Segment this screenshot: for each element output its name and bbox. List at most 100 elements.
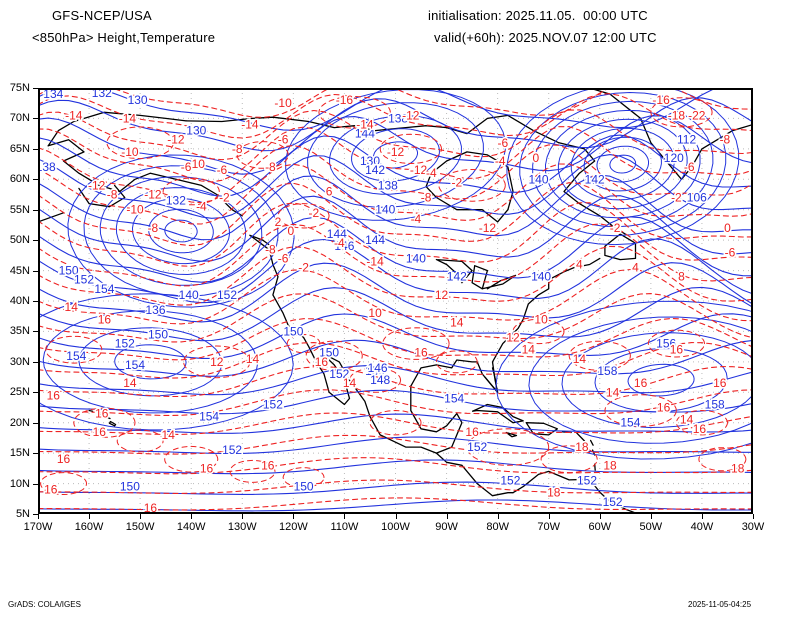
temperature-contour-label: 18 [603,458,617,472]
height-contour-label-halo: 144 [365,233,385,247]
temperature-contour-label: -16 [652,93,670,107]
height-contour-label-halo: 152 [263,398,283,412]
x-axis-label: 70W [537,521,561,533]
y-axis-tick [33,422,38,424]
temperature-contour-label-halo: 18 [575,440,589,454]
height-contour-label: 154 [444,391,464,405]
temperature-contour-label: -6 [725,245,736,259]
y-axis-tick [33,453,38,455]
x-axis-tick [293,514,295,519]
height-contour-label-halo: 152 [603,495,623,509]
temperature-contour-label-halo: 0 [287,224,294,238]
height-contour-label-halo: 138 [378,178,398,192]
temperature-contour-label-halo: 6 [326,185,333,199]
temperature-contour-label-halo: -2 [298,261,309,275]
temperature-contour-label-halo: -12 [410,163,428,177]
temperature-contour-label-halo: -6 [217,163,228,177]
height-contour-label-halo: 130 [186,124,206,138]
temperature-contour-label-halo: 2 [275,215,282,229]
temperature-contour-label: 8 [678,270,685,284]
temperature-contour-label-halo: -10 [274,96,292,110]
temperature-contour-label: 14 [123,376,137,390]
temperature-contour-label: -18 [668,108,686,122]
height-contour-label: 144 [327,227,347,241]
temperature-contour-label-halo: 16 [57,452,71,466]
height-contour-label-halo: 140 [528,172,548,186]
temperature-contour-label-halo: 16 [634,376,648,390]
temperature-contour-label: 16 [98,312,112,326]
y-axis-tick [33,270,38,272]
temperature-contour-label: -6 [181,160,192,174]
height-contour-label: 152 [74,273,94,287]
temperature-contour-label-halo: -2 [671,191,682,205]
temperature-contour-label: -2 [671,191,682,205]
grads-credit: GrADS: COLA/IGES [8,600,81,609]
temperature-contour-label: -8 [421,191,432,205]
y-axis-label: 75N [9,82,30,94]
temperature-contour-label: -8 [107,188,118,202]
height-contour-label: 154 [66,349,86,363]
temperature-contour-label: -12 [402,108,420,122]
temperature-contour-label: 14 [450,315,464,329]
temperature-contour-label-halo: 18 [731,461,745,475]
x-axis-tick [599,514,601,519]
temperature-contour-label-halo: -6 [725,245,736,259]
x-axis-tick [548,514,550,519]
height-contour-label-halo: 152 [115,337,135,351]
y-axis-label: 45N [9,264,30,277]
height-contour-label: 150 [59,264,79,278]
temperature-contour-label: 14 [522,343,536,357]
y-axis-label: 65N [9,142,30,155]
temperature-contour-label: -12 [167,133,185,147]
x-axis-tick [446,514,448,519]
x-axis-tick [701,514,703,519]
height-contour-label-halo: 138 [38,160,56,174]
x-axis-tick [497,514,499,519]
x-axis-label: 120W [278,521,308,533]
height-contour-label: 112 [677,133,696,147]
y-axis-tick [33,209,38,211]
temperature-contour-label-halo: 12 [210,355,224,369]
x-axis-tick [344,514,346,519]
x-axis-label: 40W [690,521,714,533]
x-axis-tick [650,514,652,519]
height-contour-label: 132 [166,194,186,208]
temperature-contour-label-halo: 16 [657,401,671,415]
height-contour-label-halo: 140 [375,203,395,217]
y-axis-label: 5N [15,508,30,520]
y-axis-tick [33,179,38,181]
temperature-contour-label: -8 [720,133,731,147]
height-contour-label-halo: 154 [66,349,86,363]
temperature-contour-label: 16 [47,388,61,402]
temperature-contour-label-halo: -14 [65,108,83,122]
initialisation-time: initialisation: 2025.11.05. 00:00 UTC [428,8,648,23]
temperature-contour-label: -6 [684,160,695,174]
temperature-contour-label-halo: 8 [678,270,685,284]
temperature-contour-label-halo: 16 [713,376,727,390]
height-contour-label: 158 [597,364,617,378]
temperature-contour-label-halo: -6 [684,160,695,174]
height-contour-label: 144 [365,233,385,247]
temperature-contour-label-halo: -14 [366,254,384,268]
height-contour-label-halo: 158 [597,364,617,378]
height-contour-label: 138 [388,111,408,125]
x-axis-tick [753,514,754,519]
x-axis-label: 130W [227,521,257,533]
temperature-contour-label: -4 [411,212,422,226]
height-contour-label-halo: 152 [222,443,242,457]
height-contour-label: 106 [687,191,707,205]
temperature-contour-label-halo: -8 [421,191,432,205]
y-axis-label: 60N [9,173,30,186]
temperature-contour-label-halo: 14 [606,385,620,399]
temperature-contour-label-halo: -8 [232,142,243,156]
temperature-contour-label: 2 [275,215,282,229]
temperature-contour-label-halo: 16 [261,458,275,472]
temperature-contour-label: -10 [126,203,144,217]
height-contour-label: 152 [329,367,349,381]
temperature-contour-label-halo: 10 [368,306,382,320]
temperature-contour-label-halo: -2 [610,221,621,235]
temperature-contour-label: -10 [274,96,292,110]
temperature-contour-label-halo: 10 [534,312,548,326]
temperature-contour-label: -12 [144,188,162,202]
height-contour-label: 152 [222,443,242,457]
